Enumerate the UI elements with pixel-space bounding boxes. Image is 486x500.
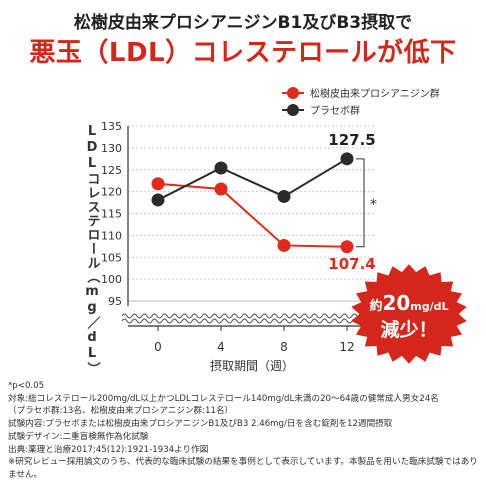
reduction-badge-burst: [351, 264, 467, 364]
chart-subtitle: 松樹皮由来プロシアニジンB1及びB3摂取で: [73, 13, 413, 33]
data-point: [277, 238, 291, 252]
y-tick-label: 125: [101, 164, 122, 177]
significance-bracket: [356, 158, 365, 248]
x-axis-label: 摂取期間（週）: [210, 358, 294, 373]
x-tick-label: 12: [339, 340, 354, 354]
footnote-5: 試験デザイン:二重盲検無作為化試験: [8, 431, 149, 442]
footnote-7: ※研究レビュー採用論文のうち、代表的な臨床試験の結果を事例として表示しています。…: [8, 457, 478, 480]
axis-break-mark: [121, 318, 383, 324]
significance-mark: *: [370, 197, 377, 213]
footnote-6: 出典:薬理と治療2017;45(12):1921-1934より作図: [8, 444, 209, 455]
y-tick-label: 115: [101, 208, 122, 221]
footnote-2: 対象:総コレステロール200mg/dL以上かつLDLコレステロール140mg/d…: [8, 393, 439, 404]
y-tick-label: 105: [101, 251, 122, 264]
data-point: [340, 152, 354, 166]
y-tick-label: 130: [101, 142, 122, 155]
chart-title: 悪玉（LDL）コレステロールが低下: [29, 38, 457, 68]
badge-line1: 約20mg/dL: [369, 291, 448, 315]
footnote-4: 試験内容:プラセボまたは松樹皮由来プロシアニジンB1及びB3 2.46mg/日を…: [8, 419, 393, 430]
ldl-chart: 95 100 105 110 115 120 125 130 135 0 4 8 12 摂取期間（週） LD…: [85, 87, 467, 376]
legend-swatch-marker: [287, 87, 299, 99]
data-point: [277, 189, 291, 203]
data-point: [151, 177, 165, 191]
y-tick-label: 135: [101, 120, 122, 133]
badge-line2: 減少！: [380, 318, 437, 341]
data-point: [340, 240, 354, 254]
x-tick-label: 4: [217, 340, 225, 354]
footnotes: *p<0.05 対象:総コレステロール200mg/dL以上かつLDLコレステロー…: [8, 380, 480, 482]
legend-label: 松樹皮由来プロシアニジン群: [310, 87, 440, 100]
data-point: [214, 182, 228, 196]
x-tick-label: 0: [154, 340, 162, 354]
legend-label: プラセボ群: [310, 104, 360, 117]
footnote-1: *p<0.05: [8, 381, 45, 391]
series-line: [157, 157, 348, 201]
x-tick-label: 8: [280, 340, 288, 354]
data-label-treated: 107.4: [328, 255, 375, 273]
series-line: [157, 182, 348, 248]
data-point: [214, 161, 228, 175]
y-axis-label: LDLコレステロール（mg／dL）: [85, 124, 102, 376]
y-tick-label: 110: [101, 229, 122, 242]
data-point: [151, 193, 165, 207]
footnote-3: （プラセボ群:13名、松樹皮由来プロシアニジン群:11名）: [8, 406, 234, 417]
legend-swatch-marker: [287, 104, 299, 116]
data-label-placebo: 127.5: [328, 131, 375, 149]
y-tick-label: 120: [101, 186, 122, 199]
axis-break-mark: [121, 313, 383, 319]
y-tick-label: 100: [101, 273, 122, 286]
y-tick-label: 95: [108, 295, 122, 308]
